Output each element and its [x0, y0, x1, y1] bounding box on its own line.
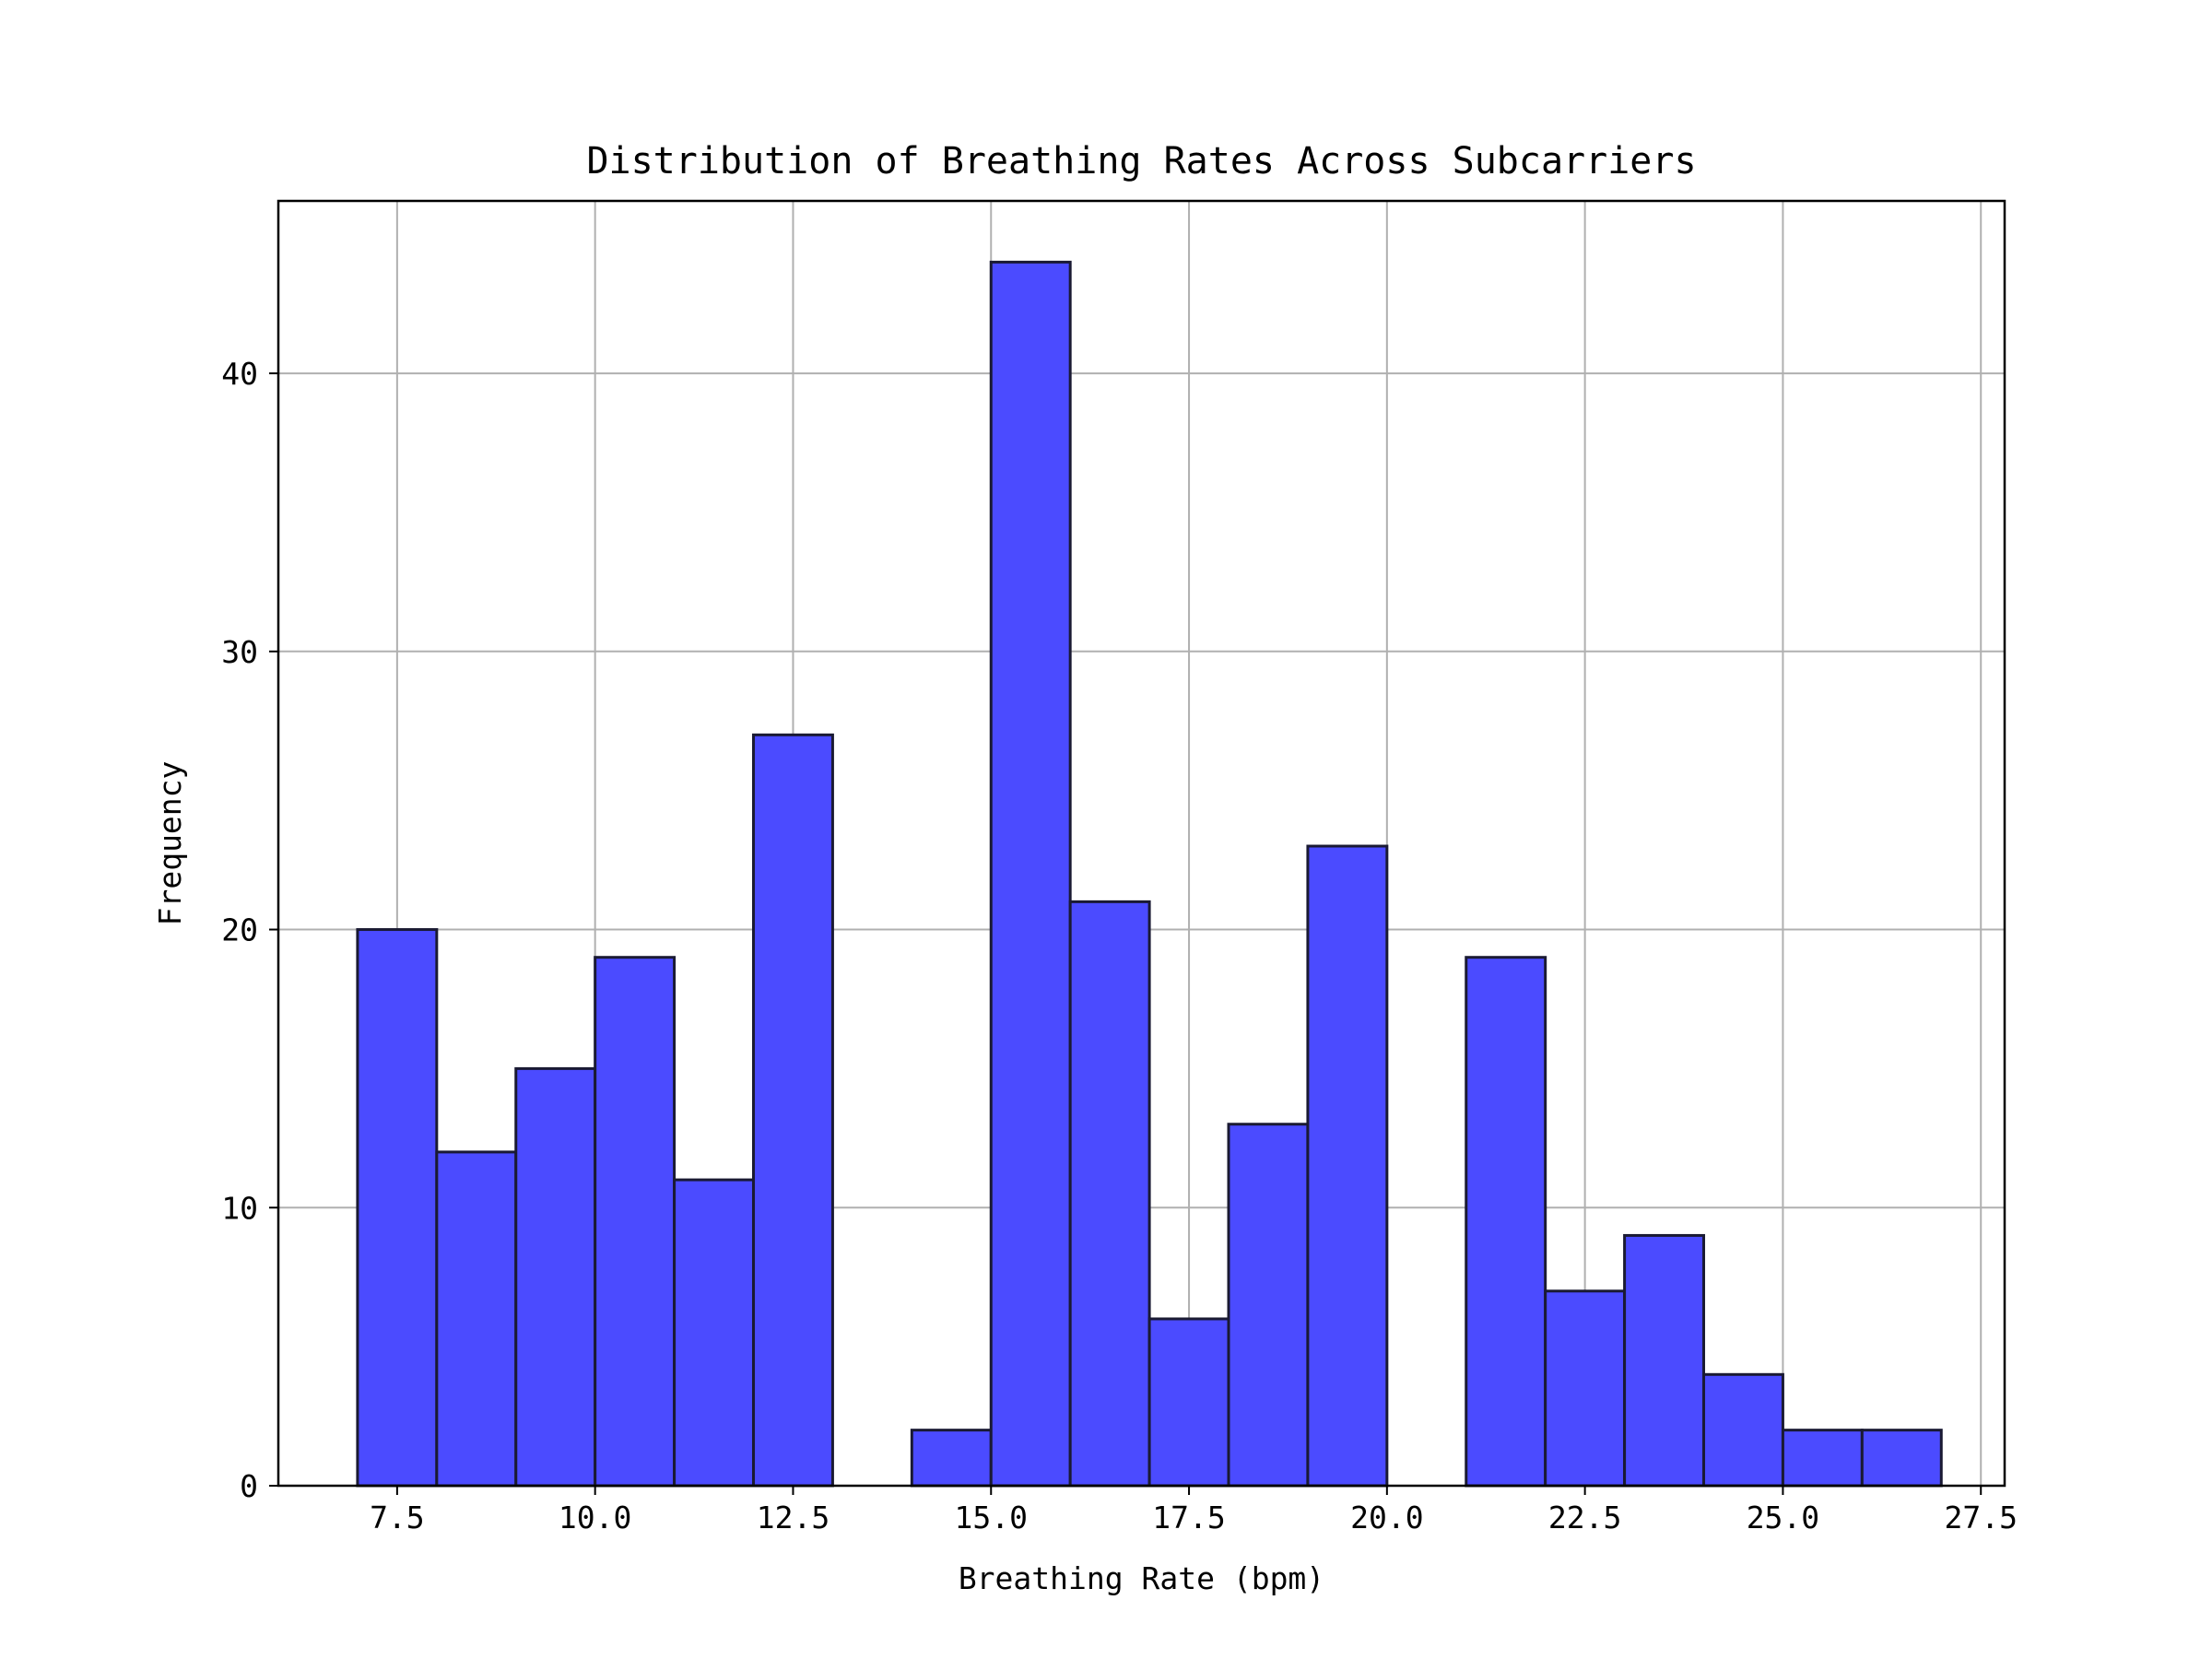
histogram-bar: [1068, 900, 1151, 1488]
x-tick-label: 17.5: [1152, 1500, 1225, 1535]
histogram-bar: [514, 1066, 597, 1488]
y-tick-label: 10: [221, 1190, 258, 1226]
y-tick-label: 30: [221, 634, 258, 670]
histogram-bar: [1227, 1123, 1310, 1488]
y-tick-label: 0: [240, 1468, 258, 1504]
x-axis-label: Breathing Rate (bpm): [959, 1560, 1324, 1596]
histogram-bar: [752, 733, 834, 1488]
x-tick-label: 27.5: [1944, 1500, 2017, 1535]
histogram-bar: [1306, 844, 1389, 1488]
x-tick-label: 7.5: [370, 1500, 425, 1535]
y-tick-label: 40: [221, 356, 258, 392]
y-axis-label: Frequency: [152, 761, 188, 926]
histogram-bar: [594, 956, 677, 1488]
histogram-bar: [1544, 1289, 1627, 1488]
histogram-bar: [989, 260, 1072, 1488]
x-tick-label: 20.0: [1350, 1500, 1423, 1535]
histogram-bar: [356, 928, 439, 1488]
x-tick-label: 25.0: [1747, 1500, 1819, 1535]
histogram-bar: [1465, 956, 1547, 1488]
histogram-bar: [1147, 1317, 1230, 1488]
ticks-layer: 7.5 10.0 12.5 15.0 17.5 20.0 22.5 25.0 27.5 0 10 20…: [221, 356, 2018, 1535]
x-tick-label: 22.5: [1548, 1500, 1621, 1535]
y-tick-label: 20: [221, 912, 258, 948]
chart-title: Distribution of Breathing Rates Across S…: [586, 140, 1696, 182]
x-tick-label: 12.5: [757, 1500, 830, 1535]
histogram-bar: [435, 1150, 518, 1488]
x-tick-label: 10.0: [559, 1500, 631, 1535]
histogram-bar: [1781, 1429, 1864, 1488]
histogram-bar: [673, 1178, 756, 1488]
x-tick-label: 15.0: [955, 1500, 1028, 1535]
histogram-bar: [1860, 1429, 1943, 1488]
histogram-bar: [1623, 1233, 1706, 1488]
histogram-bar: [1702, 1372, 1784, 1488]
histogram-bar: [910, 1429, 993, 1488]
bars-layer: [356, 260, 1943, 1488]
plot-area-frame: [276, 199, 2006, 1488]
